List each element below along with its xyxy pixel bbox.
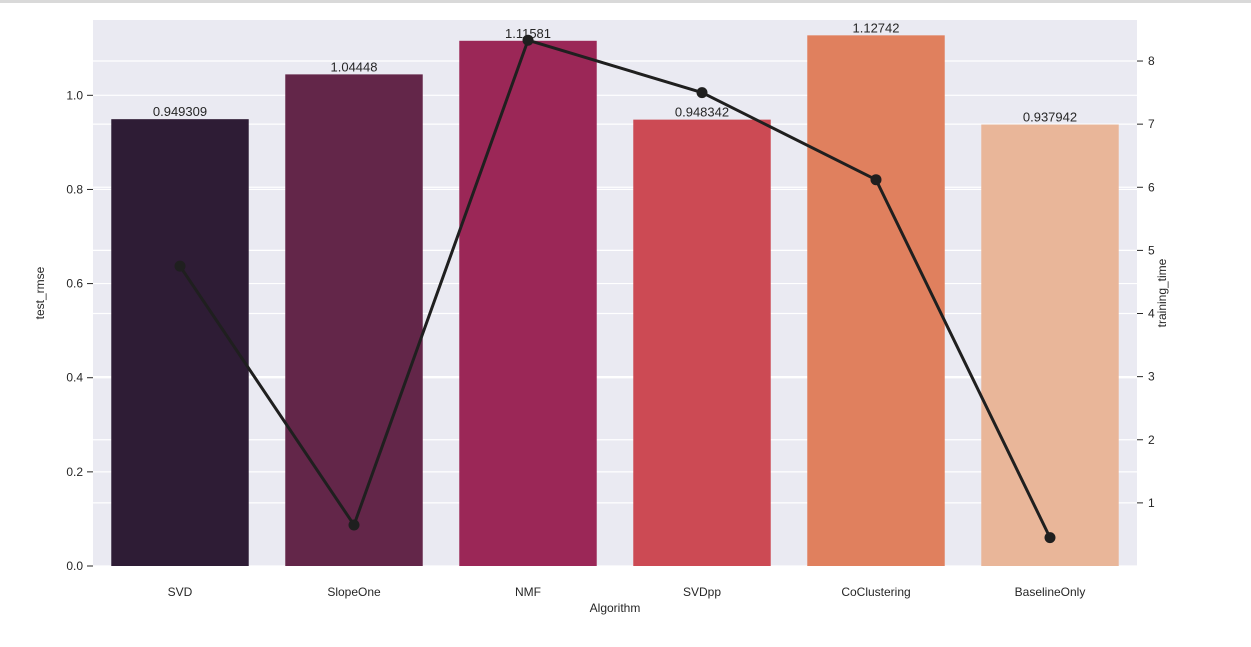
y-tick-label: 1.0 xyxy=(66,88,83,102)
x-tick-label: SVD xyxy=(168,585,193,599)
bar-baselineonly xyxy=(981,124,1119,567)
y2-axis-label: training_time xyxy=(1155,258,1169,327)
bar-svdpp xyxy=(633,119,771,566)
y-tick-label: 0.8 xyxy=(66,182,83,196)
bar-label-slopeone: 1.04448 xyxy=(331,59,378,74)
training-time-point-baselineonly xyxy=(1044,532,1056,544)
y-tick-label: 0.0 xyxy=(66,559,83,573)
training-time-point-slopeone xyxy=(348,519,360,531)
training-time-point-svdpp xyxy=(696,87,708,99)
bars xyxy=(111,35,1119,567)
bar-label-nmf: 1.11581 xyxy=(505,26,551,41)
training-time-line xyxy=(178,38,1052,539)
bar-label-svd: 0.949309 xyxy=(153,104,207,119)
x-tick-label: NMF xyxy=(515,585,541,599)
x-axis-label: Algorithm xyxy=(590,601,641,615)
y2-axis-ticks: 1 2 3 4 5 6 7 8 xyxy=(1137,54,1155,510)
bar-nmf xyxy=(459,40,597,566)
y-tick-label: 0.6 xyxy=(66,277,83,291)
y2-tick-label: 8 xyxy=(1148,54,1155,68)
training-time-line-layer xyxy=(174,34,1056,544)
bar-label-coclustering: 1.12742 xyxy=(853,20,900,35)
bar-coclustering xyxy=(807,35,945,566)
x-tick-label: BaselineOnly xyxy=(1015,585,1086,599)
training-time-point-coclustering xyxy=(870,174,882,186)
x-tick-label: CoClustering xyxy=(841,585,910,599)
x-tick-label: SlopeOne xyxy=(327,585,381,599)
bar-value-labels: 0.949309 1.04448 1.11581 0.948342 1.12742 0.9… xyxy=(153,20,1077,124)
y2-tick-label: 4 xyxy=(1148,307,1155,321)
bar-label-svdpp: 0.948342 xyxy=(675,105,729,120)
y2-tick-label: 2 xyxy=(1148,433,1155,447)
training-time-point-svd xyxy=(174,260,186,272)
y-axis-ticks: 0.0 0.2 0.4 0.6 0.8 1.0 xyxy=(66,88,93,573)
y2-tick-label: 1 xyxy=(1148,496,1155,510)
cell-top-border xyxy=(0,0,1251,3)
bar-svd xyxy=(111,119,249,566)
bar-slopeone xyxy=(285,74,423,566)
y-axis-label: test_rmse xyxy=(33,266,47,319)
y2-tick-label: 7 xyxy=(1148,117,1155,131)
y-tick-label: 0.4 xyxy=(66,371,83,385)
y-tick-label: 0.2 xyxy=(66,465,83,479)
plot-area xyxy=(93,20,1137,566)
training-time-point-nmf xyxy=(522,34,534,46)
y2-tick-label: 6 xyxy=(1148,180,1155,194)
secondary-gridlines xyxy=(93,60,1137,504)
primary-gridlines xyxy=(93,94,1137,567)
y2-tick-label: 3 xyxy=(1148,370,1155,384)
bar-label-baselineonly: 0.937942 xyxy=(1023,110,1077,125)
x-tick-label: SVDpp xyxy=(683,585,721,599)
y2-tick-label: 5 xyxy=(1148,243,1155,257)
x-axis-ticks: SVD SlopeOne NMF SVDpp CoClustering BaselineO… xyxy=(168,585,1086,599)
